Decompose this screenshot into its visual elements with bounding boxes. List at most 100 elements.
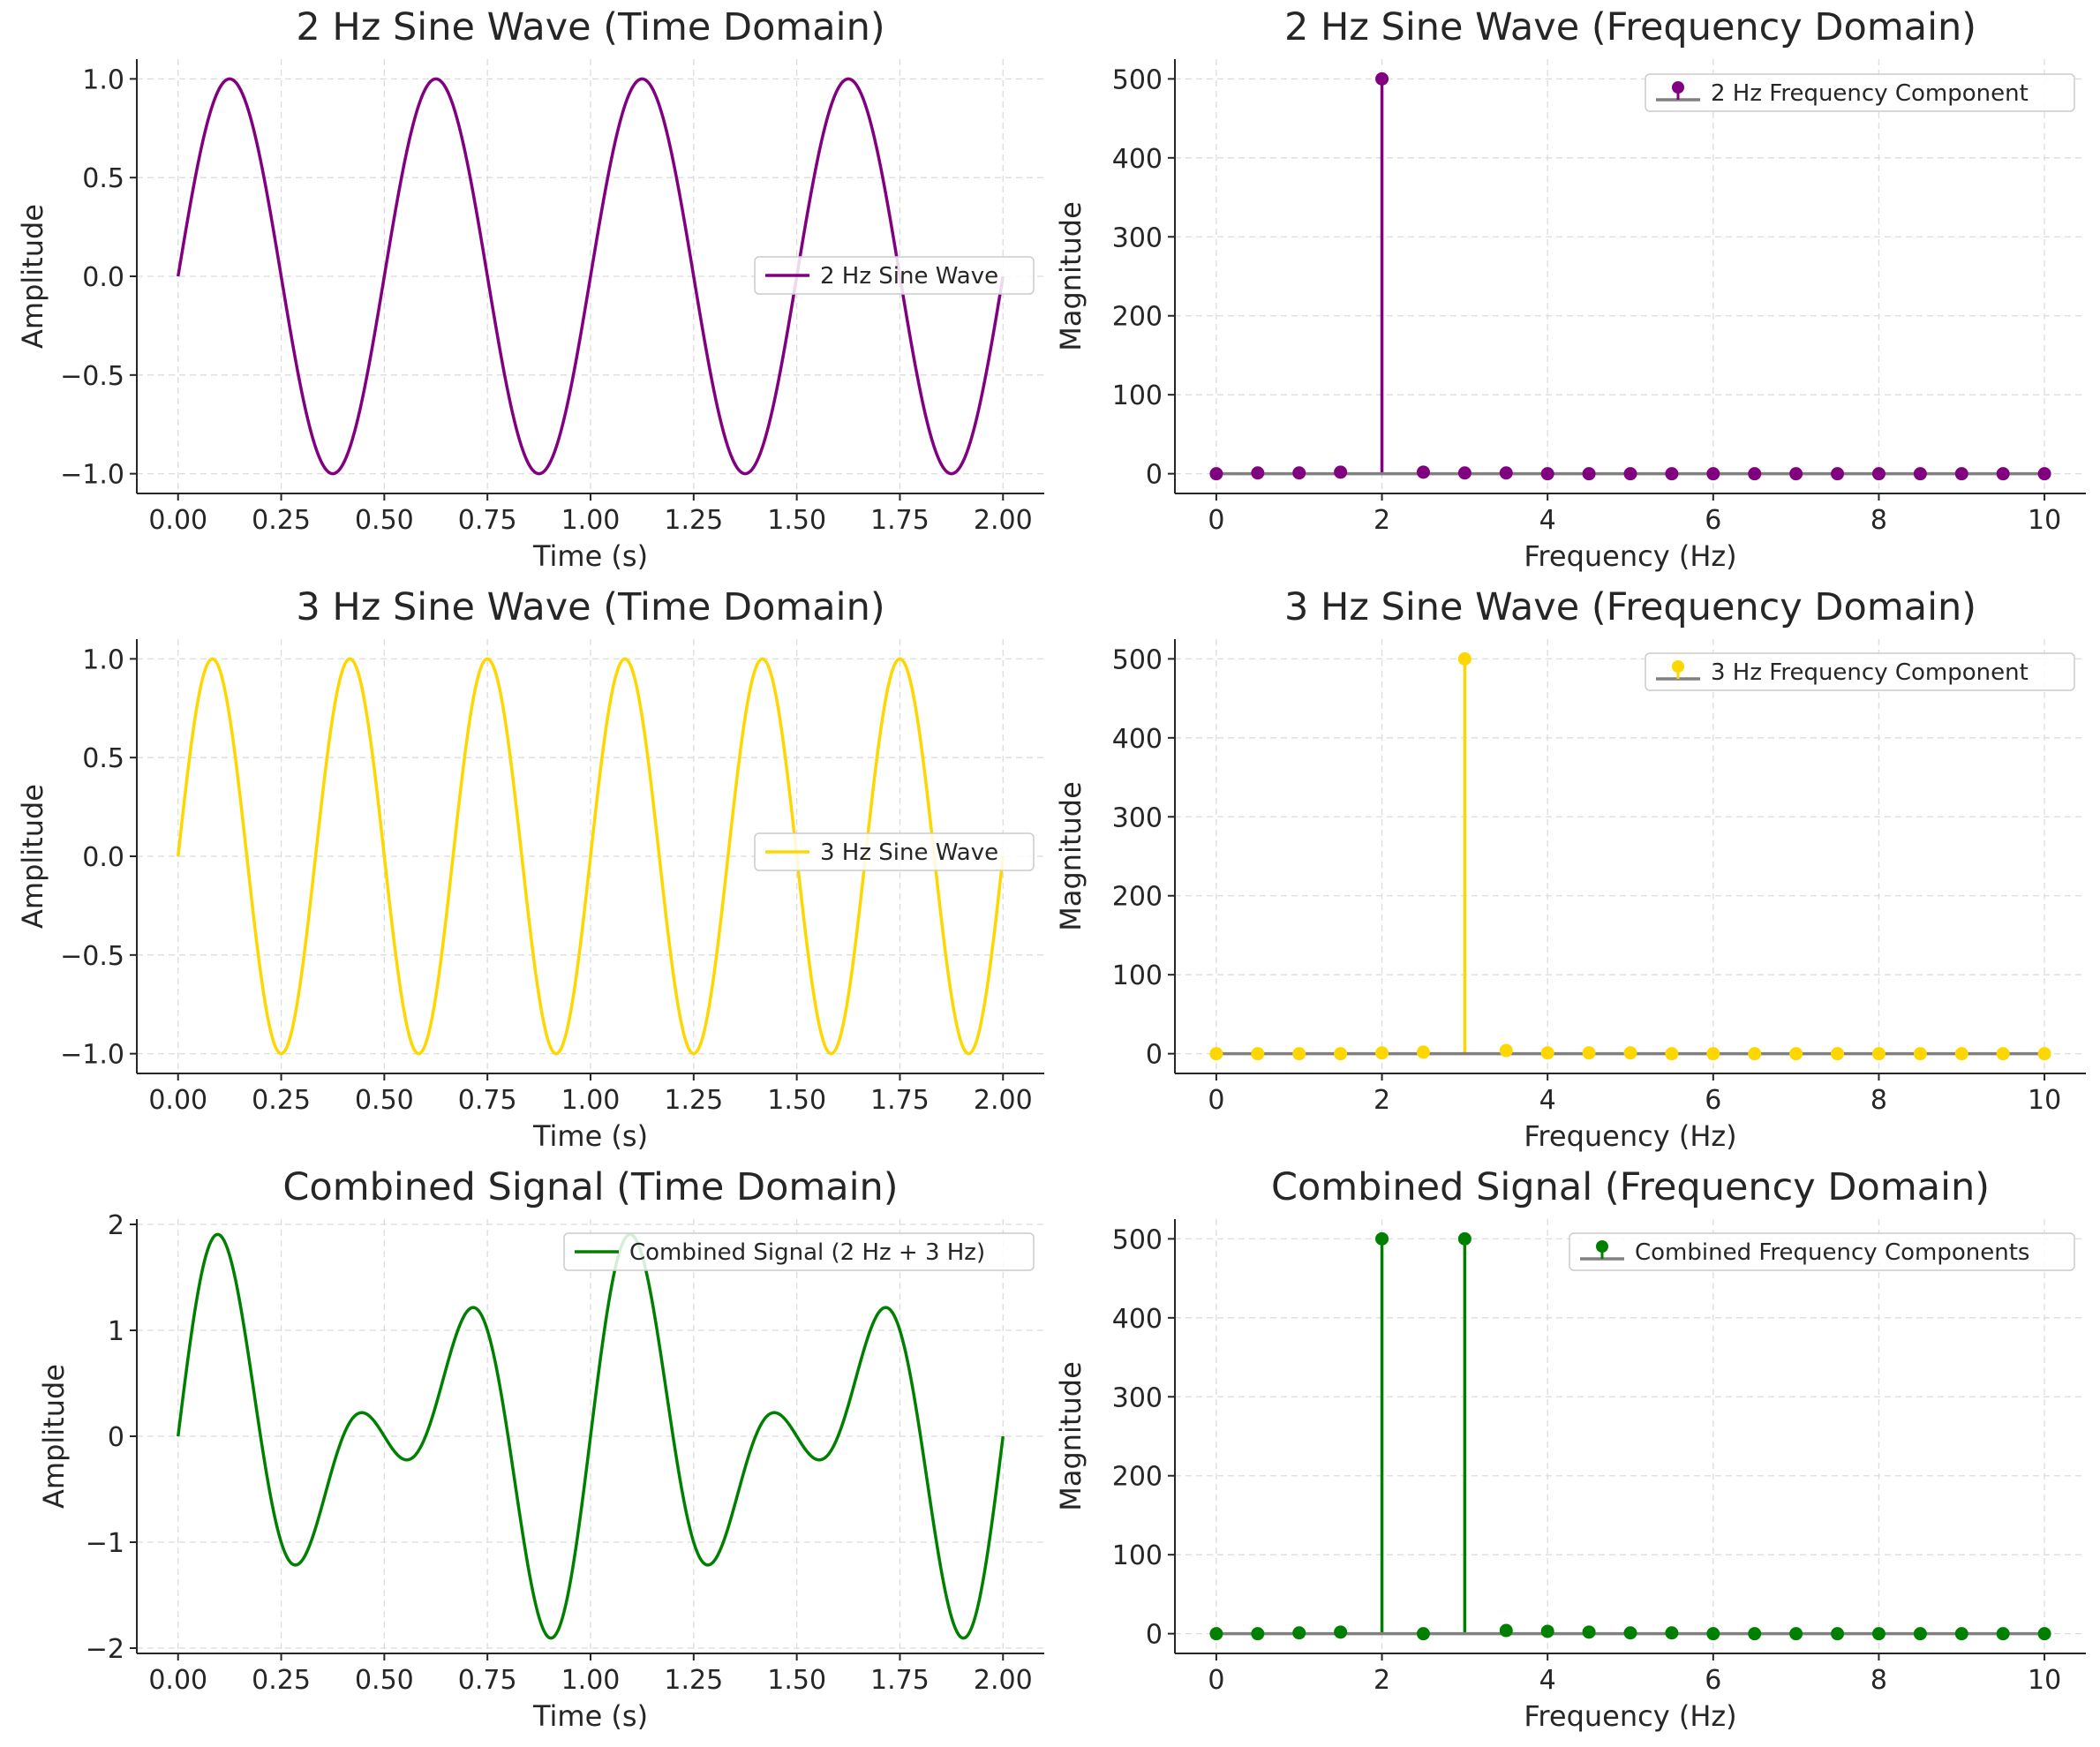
- x-tick-label: 0.75: [458, 1665, 517, 1696]
- x-tick-label: 4: [1539, 1085, 1556, 1116]
- x-tick-label: 1.00: [561, 505, 621, 536]
- x-tick-label: 0: [1208, 505, 1224, 536]
- stem-marker-12: [1706, 467, 1720, 481]
- stem-marker-2: [1292, 1626, 1306, 1640]
- chart-combined-time: 0.00 0.25 0.50 0.75 1.00 1.25 1.50 1.75 2.00 −2 −1…: [37, 1165, 1044, 1733]
- legend: 3 Hz Frequency Component: [1645, 652, 2075, 691]
- y-tick-label: 400: [1112, 144, 1163, 175]
- x-tick-label: 0.25: [252, 1665, 311, 1696]
- legend-frame: [754, 256, 1035, 295]
- x-tick-label: 1.75: [870, 1665, 930, 1696]
- stem-marker-11: [1665, 467, 1679, 481]
- stem-marker-13: [1748, 1627, 1762, 1641]
- y-tick-label: −0.5: [60, 361, 124, 392]
- x-tick-label: 0.25: [252, 1085, 311, 1116]
- y-tick-label: 0.0: [82, 262, 124, 293]
- stem-marker-9: [1582, 1625, 1596, 1639]
- legend: Combined Frequency Components: [1569, 1232, 2075, 1271]
- x-tick-label: 1.00: [561, 1665, 621, 1696]
- y-tick-label: 500: [1112, 64, 1163, 95]
- y-axis-label: Magnitude: [1054, 201, 1088, 351]
- x-tick-label: 1.75: [870, 1085, 930, 1116]
- stem-marker-18: [1954, 1627, 1968, 1641]
- stem-marker-6: [1457, 651, 1472, 666]
- y-tick-label: 1.0: [82, 644, 124, 675]
- y-tick-label: 0: [1146, 1040, 1163, 1071]
- x-tick-label: 8: [1870, 1665, 1887, 1696]
- y-tick-label: −1.0: [60, 1040, 124, 1071]
- x-tick-label: 1.00: [561, 1085, 621, 1116]
- x-tick-label: 0: [1208, 1085, 1224, 1116]
- x-axis-label: Time (s): [532, 1119, 648, 1153]
- legend: 2 Hz Frequency Component: [1645, 73, 2075, 112]
- stem-marker-2: [1292, 466, 1306, 480]
- legend-label: 3 Hz Sine Wave: [820, 840, 998, 866]
- series-line: [176, 1232, 1005, 1640]
- legend-frame: [563, 1232, 1035, 1271]
- x-tick-label: 0.50: [355, 1665, 414, 1696]
- x-tick-label: 0.50: [355, 505, 414, 536]
- y-tick-label: −1.0: [60, 460, 124, 491]
- stem-marker-0: [1209, 1627, 1223, 1641]
- y-tick-label: 1: [108, 1316, 124, 1347]
- x-tick-label: 0.00: [148, 1665, 207, 1696]
- y-tick-label: 0: [108, 1422, 124, 1453]
- y-tick-label: 100: [1112, 960, 1163, 991]
- stem-marker-14: [1789, 1627, 1803, 1641]
- y-tick-label: 0.5: [82, 163, 124, 194]
- y-tick-label: −2: [86, 1634, 124, 1665]
- legend-frame: [1645, 73, 2075, 112]
- y-tick-label: 0: [1146, 460, 1163, 491]
- chart-title: 2 Hz Sine Wave (Frequency Domain): [1284, 5, 1976, 49]
- stem-marker-5: [1416, 1627, 1430, 1641]
- stem-marker-0: [1209, 1047, 1223, 1061]
- stem-marker-0: [1209, 467, 1223, 481]
- stem-marker-15: [1831, 1047, 1845, 1061]
- x-tick-label: 1.25: [664, 1665, 723, 1696]
- x-tick-label: 10: [2028, 505, 2061, 536]
- stem-marker-18: [1954, 467, 1968, 481]
- y-tick-label: 500: [1112, 1224, 1163, 1255]
- y-tick-label: 1.0: [82, 64, 124, 95]
- x-tick-label: 1.25: [664, 505, 723, 536]
- stem-marker-8: [1540, 1624, 1554, 1638]
- y-tick-label: 300: [1112, 222, 1163, 253]
- y-tick-label: 0.0: [82, 842, 124, 873]
- stem-marker-19: [1996, 1627, 2010, 1641]
- stem-marker-16: [1871, 467, 1885, 481]
- y-axis-label: Magnitude: [1054, 781, 1088, 931]
- chart-sine2-time: 0.00 0.25 0.50 0.75 1.00 1.25 1.50 1.75 2.00 −1.0…: [16, 5, 1044, 573]
- stem-marker-17: [1913, 1047, 1927, 1061]
- legend-frame: [754, 832, 1035, 871]
- stem-marker-5: [1416, 465, 1430, 479]
- x-tick-label: 0: [1208, 1665, 1224, 1696]
- chart-sine3-time: 0.00 0.25 0.50 0.75 1.00 1.25 1.50 1.75 2.00 −1.0…: [16, 585, 1044, 1153]
- y-tick-label: 300: [1112, 802, 1163, 833]
- legend-label: 2 Hz Sine Wave: [820, 263, 998, 290]
- stem-marker-1: [1251, 466, 1265, 480]
- stem-marker-14: [1789, 467, 1803, 481]
- stem-marker-5: [1416, 1045, 1430, 1059]
- legend-label: Combined Signal (2 Hz + 3 Hz): [629, 1239, 985, 1266]
- y-tick-label: 100: [1112, 380, 1163, 411]
- chart-title: 2 Hz Sine Wave (Time Domain): [296, 5, 884, 49]
- x-tick-label: 0.75: [458, 1085, 517, 1116]
- stem-marker-9: [1582, 1046, 1596, 1060]
- stem-marker-6: [1457, 1231, 1472, 1246]
- legend-label: Combined Frequency Components: [1635, 1239, 2029, 1266]
- x-tick-label: 2: [1374, 1085, 1390, 1116]
- stem-marker-3: [1334, 1625, 1348, 1639]
- stem-marker-4: [1375, 72, 1389, 86]
- x-tick-label: 0.00: [148, 505, 207, 536]
- y-tick-label: 300: [1112, 1382, 1163, 1413]
- stem-marker-12: [1706, 1047, 1720, 1061]
- stem-marker-16: [1871, 1047, 1885, 1061]
- x-tick-label: 6: [1705, 505, 1721, 536]
- x-tick-label: 2: [1374, 505, 1390, 536]
- legend-label: 3 Hz Frequency Component: [1711, 659, 2028, 686]
- x-tick-label: 0.50: [355, 1085, 414, 1116]
- x-tick-label: 6: [1705, 1665, 1721, 1696]
- x-tick-label: 1.50: [767, 1085, 826, 1116]
